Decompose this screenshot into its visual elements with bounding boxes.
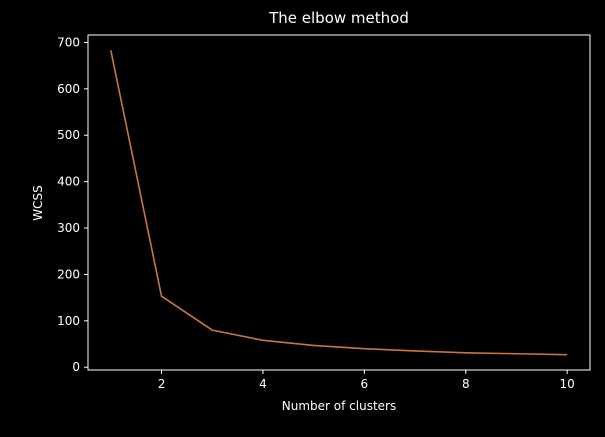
- y-tick-label: 600: [57, 82, 80, 96]
- y-tick-label: 200: [57, 267, 80, 281]
- y-tick-label: 0: [72, 360, 80, 374]
- y-tick-label: 300: [57, 221, 80, 235]
- y-tick-label: 400: [57, 175, 80, 189]
- x-tick-label: 8: [462, 377, 470, 391]
- y-axis-label: WCSS: [31, 185, 45, 220]
- x-tick-label: 10: [560, 377, 575, 391]
- y-tick-label: 500: [57, 128, 80, 142]
- data-line: [110, 50, 568, 356]
- plot-frame: [87, 34, 591, 371]
- x-tick-label: 6: [361, 377, 369, 391]
- x-tick-label: 4: [259, 377, 267, 391]
- y-tick-label: 100: [57, 314, 80, 328]
- chart-title: The elbow method: [268, 9, 409, 27]
- x-axis-label: Number of clusters: [282, 399, 396, 413]
- y-tick-label: 700: [57, 35, 80, 49]
- x-tick-label: 2: [158, 377, 166, 391]
